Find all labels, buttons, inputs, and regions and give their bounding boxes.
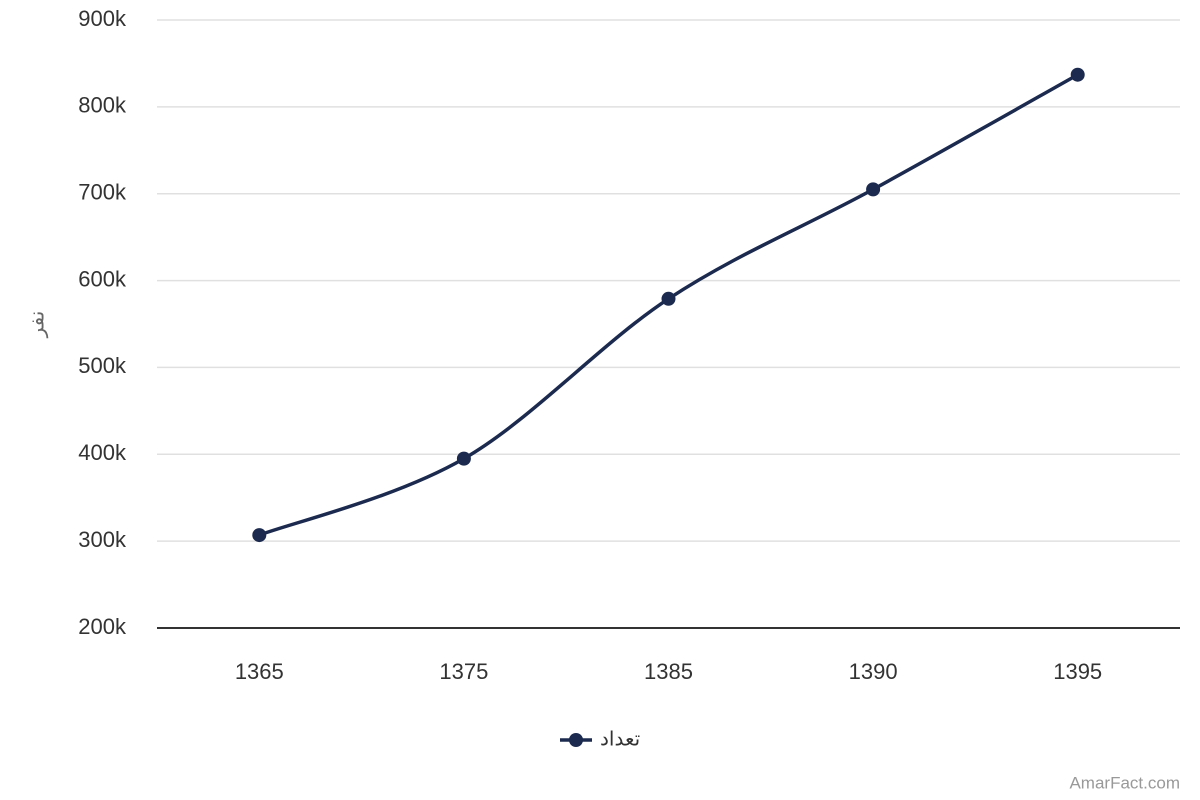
legend-marker [569,733,583,747]
point [866,182,881,197]
y-tick-label: 300k [78,527,127,552]
x-tick-label: 1395 [1053,659,1102,684]
point [661,291,676,306]
y-axis-label: نفر [26,311,48,339]
credit: AmarFact.com [1069,773,1180,792]
y-tick-label: 200k [78,614,127,639]
x-tick-label: 1375 [439,659,488,684]
y-tick-label: 800k [78,93,127,118]
y-tick-label: 700k [78,180,127,205]
point [252,528,267,543]
x-tick-label: 1385 [644,659,693,684]
y-tick-label: 900k [78,6,127,31]
x-tick-label: 1365 [235,659,284,684]
y-tick-label: 600k [78,266,127,291]
x-tick-label: 1390 [849,659,898,684]
point [1070,67,1085,82]
legend-label: تعداد [600,728,640,750]
y-tick-label: 400k [78,440,127,465]
y-tick-label: 500k [78,353,127,378]
point [456,451,471,466]
